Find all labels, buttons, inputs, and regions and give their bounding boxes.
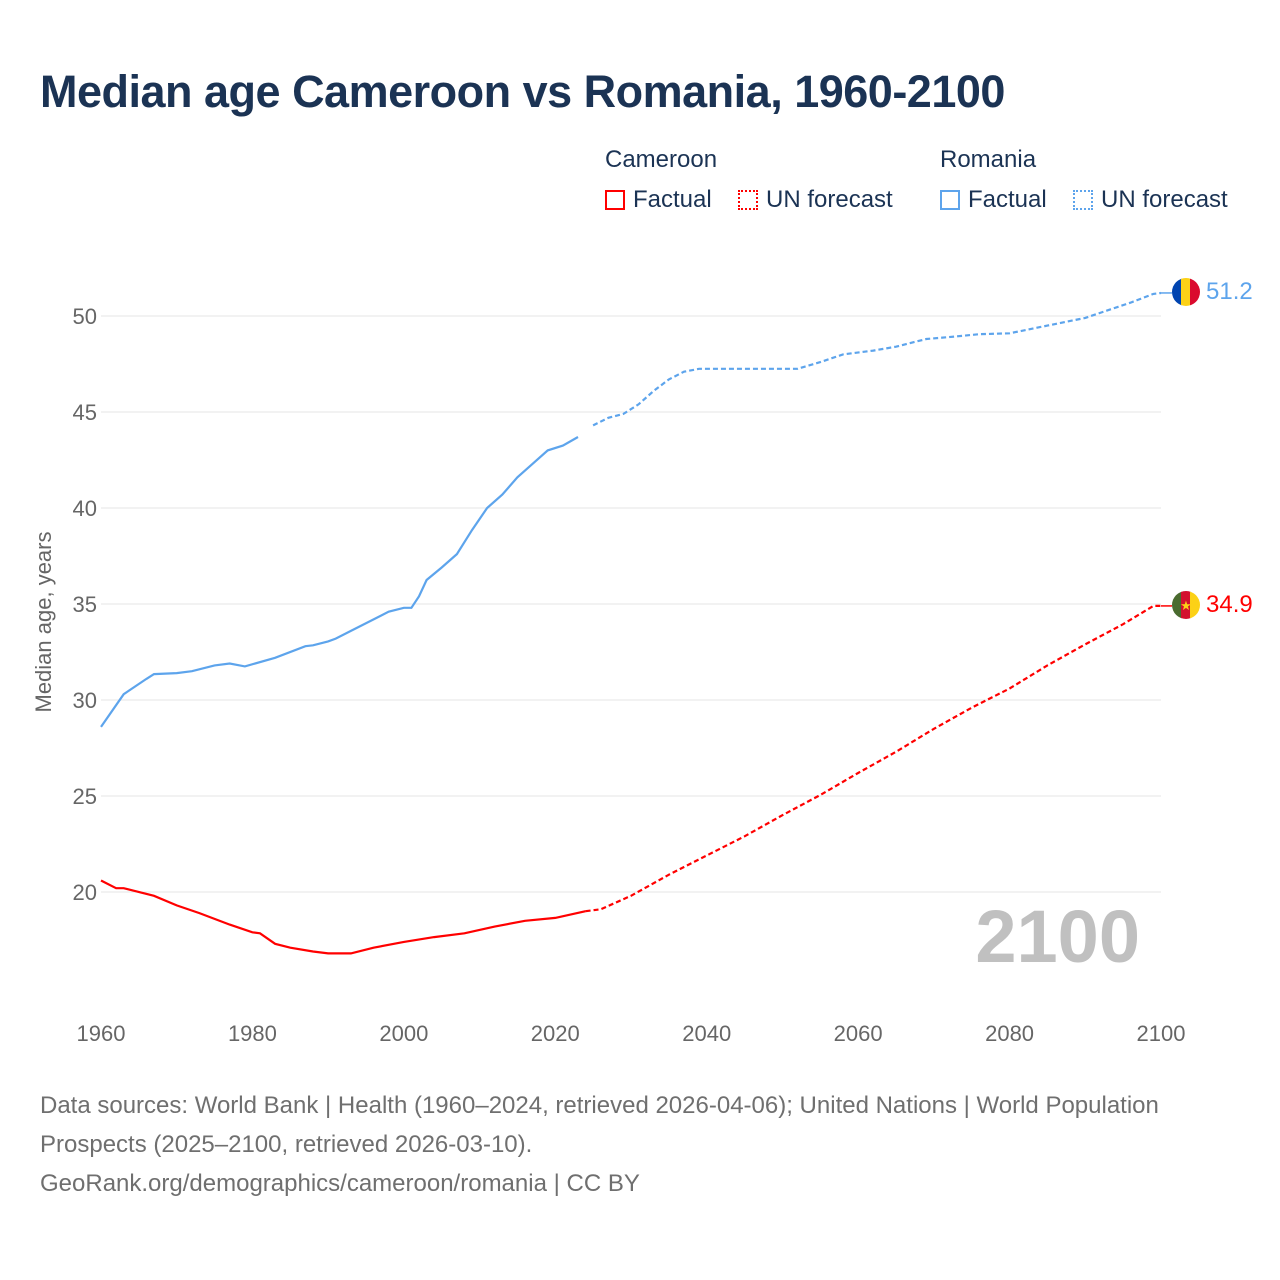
legend-swatch-solid — [940, 190, 960, 210]
legend-label: Factual — [968, 186, 1047, 213]
x-tick-label: 2100 — [1137, 1021, 1186, 1046]
x-tick-label: 2020 — [531, 1021, 580, 1046]
x-tick-label: 2000 — [379, 1021, 428, 1046]
x-tick-label: 1980 — [228, 1021, 277, 1046]
y-tick-label: 25 — [73, 784, 97, 809]
y-axis-label: Median age, years — [31, 532, 56, 713]
cameroon-flag-icon: ★ — [1172, 591, 1200, 619]
legend-cameroon-factual[interactable]: Factual — [605, 186, 712, 214]
svg-text:★: ★ — [1180, 598, 1192, 613]
romania-end-value: 51.2 — [1206, 278, 1253, 305]
y-tick-label: 35 — [73, 592, 97, 617]
legend-swatch-solid — [605, 190, 625, 210]
x-tick-label: 2080 — [985, 1021, 1034, 1046]
cameroon-forecast-line — [585, 604, 1161, 913]
legend-romania-factual[interactable]: Factual — [940, 186, 1047, 214]
footer-sources: Data sources: World Bank | Health (1960–… — [40, 1092, 1159, 1158]
footer: Data sources: World Bank | Health (1960–… — [40, 1086, 1160, 1203]
legend-swatch-dotted — [738, 190, 758, 210]
romania-flag-icon — [1172, 278, 1200, 306]
x-tick-label: 2040 — [682, 1021, 731, 1046]
x-tick-label: 2060 — [834, 1021, 883, 1046]
chart-title: Median age Cameroon vs Romania, 1960-210… — [40, 66, 1005, 117]
legend-group-romania: Romania — [940, 146, 1037, 173]
legend-label: UN forecast — [1101, 186, 1228, 213]
legend-cameroon-forecast[interactable]: UN forecast — [738, 186, 893, 214]
legend-label: Factual — [633, 186, 712, 213]
legend-label: UN forecast — [766, 186, 893, 213]
legend-group-cameroon: Cameroon — [605, 146, 718, 173]
year-watermark: 2100 — [975, 895, 1140, 978]
y-tick-label: 50 — [73, 304, 97, 329]
legend-romania-forecast[interactable]: UN forecast — [1073, 186, 1228, 214]
footer-link[interactable]: GeoRank.org/demographics/cameroon/romani… — [40, 1170, 640, 1197]
x-tick-label: 1960 — [77, 1021, 126, 1046]
y-tick-label: 40 — [73, 496, 97, 521]
y-tick-label: 45 — [73, 400, 97, 425]
cameroon-end-value: 34.9 — [1206, 591, 1253, 618]
romania-forecast-line — [592, 291, 1162, 427]
legend-swatch-dotted — [1073, 190, 1093, 210]
y-tick-label: 20 — [73, 880, 97, 905]
romania-factual-line — [100, 436, 579, 728]
cameroon-factual-line — [100, 879, 586, 955]
y-tick-label: 30 — [73, 688, 97, 713]
